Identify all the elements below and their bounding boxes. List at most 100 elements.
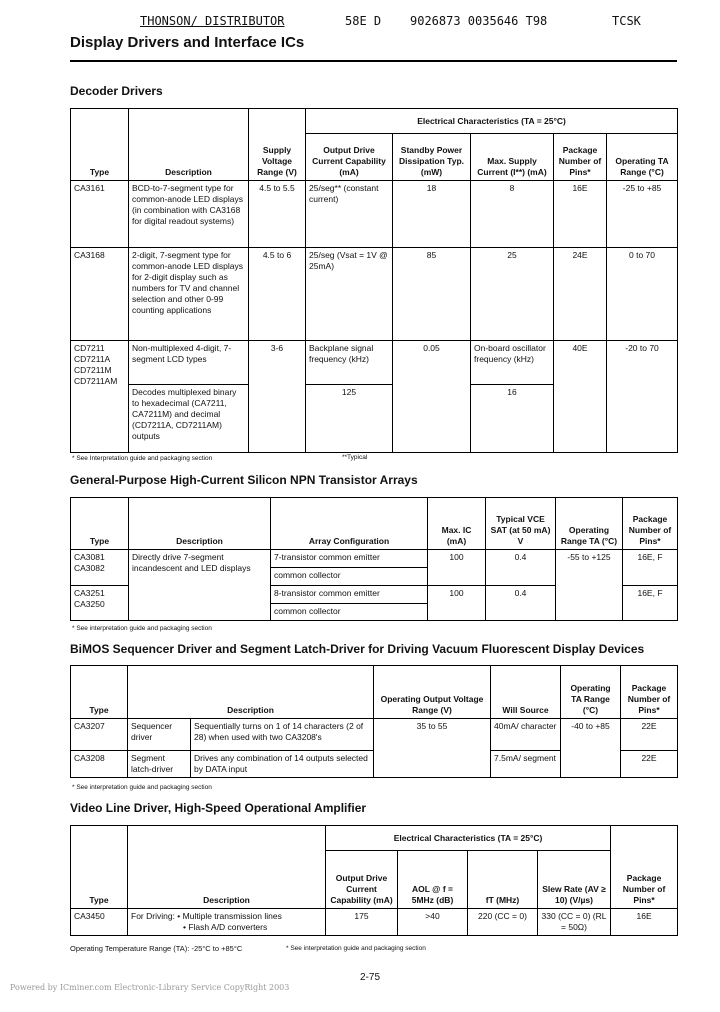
cell: 0.4 bbox=[485, 585, 556, 621]
th: AOL @ f = 5MHz (dB) bbox=[397, 850, 468, 909]
th: Electrical Characteristics (TA = 25°C) bbox=[324, 825, 612, 851]
cell: 22E bbox=[620, 718, 679, 751]
cell: Decodes multiplexed binary to hexadecima… bbox=[128, 384, 249, 453]
cell: 220 (CC = 0) bbox=[467, 908, 538, 936]
cell: 8 bbox=[470, 180, 554, 248]
cell: common collector bbox=[270, 603, 428, 621]
th: Description bbox=[127, 825, 326, 909]
th: Description bbox=[126, 665, 375, 719]
tag: TCSK bbox=[612, 14, 641, 28]
cell: 35 to 55 bbox=[373, 718, 492, 778]
cell: 100 bbox=[427, 549, 486, 586]
section-title: Video Line Driver, High-Speed Operationa… bbox=[70, 801, 367, 815]
bullet: Flash A/D converters bbox=[188, 922, 268, 932]
title: Display Drivers and Interface ICs bbox=[70, 34, 305, 51]
cell: 0.05 bbox=[392, 340, 471, 453]
type: CA3250 bbox=[74, 599, 105, 609]
cell: 8-transistor common emitter bbox=[270, 585, 428, 604]
cell: CA3161 bbox=[70, 180, 129, 248]
th: Slew Rate (AV ≥ 10) (V/µs) bbox=[536, 850, 612, 909]
cell: -25 to +85 bbox=[605, 180, 679, 248]
section-title: General-Purpose High-Current Silicon NPN… bbox=[70, 473, 418, 487]
decoder-table: Type Description Supply Voltage Range (V) E… bbox=[70, 108, 679, 453]
cell: 16 bbox=[470, 384, 554, 453]
cell: >40 bbox=[397, 908, 468, 936]
th: Operating TA Range (°C) bbox=[605, 133, 679, 181]
footnote: * See interpretation guide and packaging… bbox=[286, 945, 426, 952]
cell: 7-transistor common emitter bbox=[270, 549, 428, 568]
cell: 25/seg** (constant current) bbox=[305, 180, 393, 248]
bullet-line: • Flash A/D converters bbox=[183, 922, 268, 932]
bimos-table: Type Description Operating Output Voltage … bbox=[70, 665, 679, 778]
th: Typical VCE SAT (at 50 mA) V bbox=[485, 497, 556, 550]
cell: 22E bbox=[620, 750, 679, 778]
cell: 25/seg (Vsat = 1V @ 25mA) bbox=[305, 247, 393, 341]
cell: 175 bbox=[325, 908, 398, 936]
footnote: * See interpretation guide and packaging… bbox=[72, 784, 212, 791]
cell: Backplane signal frequency (kHz) bbox=[305, 340, 393, 385]
th: Package Number of Pins* bbox=[622, 497, 678, 550]
cell: -55 to +125 bbox=[555, 549, 623, 621]
cell: 4.5 to 5.5 bbox=[248, 180, 306, 248]
th: Package Number of Pins* bbox=[553, 133, 607, 181]
th: Will Source bbox=[490, 665, 562, 719]
cell: 4.5 to 6 bbox=[248, 247, 306, 341]
cell: 40E bbox=[553, 340, 607, 453]
cell: CA3168 bbox=[70, 247, 129, 341]
cell: Non-multiplexed 4-digit, 7-segment LCD t… bbox=[128, 340, 249, 385]
cell: CA3207 bbox=[70, 718, 128, 751]
cell: Sequentially turns on 1 of 14 characters… bbox=[189, 718, 375, 751]
th: Package Number of Pins* bbox=[610, 825, 679, 909]
type: CD7211M bbox=[74, 365, 112, 375]
th: Standby Power Dissipation Typ. (mW) bbox=[392, 133, 471, 181]
cell: 2-digit, 7-segment type for common-anode… bbox=[128, 247, 249, 341]
th: Max. IC (mA) bbox=[427, 497, 486, 550]
th: Supply Voltage Range (V) bbox=[248, 108, 306, 181]
cell: 16E, F bbox=[622, 549, 678, 586]
bullet: Multiple transmission lines bbox=[182, 911, 282, 921]
distributor: THONSON/ DISTRIBUTOR bbox=[140, 14, 285, 28]
cell: CA3251 CA3250 bbox=[70, 585, 129, 621]
cell: 25 bbox=[470, 247, 554, 341]
lead: For Driving: bbox=[131, 911, 175, 921]
cell: 85 bbox=[392, 247, 471, 341]
th: fT (MHz) bbox=[467, 850, 538, 909]
th: Package Number of Pins* bbox=[620, 665, 679, 719]
cell: 330 (CC = 0) (RL = 50Ω) bbox=[536, 908, 612, 936]
cell: 7.5mA/ segment bbox=[490, 750, 562, 778]
cell: 125 bbox=[305, 384, 393, 453]
video-table: Type Description Electrical Characteristic… bbox=[70, 825, 679, 936]
type: CA3251 bbox=[74, 588, 105, 598]
cell: 0.4 bbox=[485, 549, 556, 586]
type: CD7211 bbox=[74, 343, 105, 353]
cell: -40 to +85 bbox=[560, 718, 622, 778]
th: Description bbox=[128, 497, 271, 550]
th: Electrical Characteristics (TA = 25°C) bbox=[304, 108, 679, 134]
cell: 16E bbox=[553, 180, 607, 248]
cell: 100 bbox=[427, 585, 486, 621]
cell: common collector bbox=[270, 567, 428, 586]
cell: Segment latch-driver bbox=[127, 750, 191, 778]
cell: CA3450 bbox=[70, 908, 128, 936]
th: Output Drive Current Capability (mA) bbox=[325, 850, 398, 909]
cell: 16E bbox=[610, 908, 679, 936]
footnote: **Typical bbox=[342, 454, 368, 461]
th: Operating TA Range (°C) bbox=[560, 665, 622, 719]
cell: On-board oscillator frequency (kHz) bbox=[470, 340, 554, 385]
code: 58E D bbox=[345, 14, 382, 28]
th: Array Configuration bbox=[270, 497, 428, 550]
type: CA3081 bbox=[74, 552, 105, 562]
th: Type bbox=[70, 825, 128, 909]
type: CD7211A bbox=[74, 354, 111, 364]
arrays-table: Type Description Array Configuration Max. I… bbox=[70, 497, 678, 621]
footnote: * See Interpretation guide and packaging… bbox=[72, 455, 213, 462]
type: CD7211AM bbox=[74, 376, 118, 386]
footer: Powered by ICminer.com Electronic-Librar… bbox=[10, 983, 290, 992]
th: Output Drive Current Capability (mA) bbox=[305, 133, 393, 181]
cell: 24E bbox=[553, 247, 607, 341]
barcode: 9026873 0035646 T98 bbox=[410, 14, 548, 28]
section-title: Decoder Drivers bbox=[70, 84, 163, 98]
th: Type bbox=[70, 665, 128, 719]
th: Operating Range TA (°C) bbox=[555, 497, 623, 550]
th: Max. Supply Current (I**) (mA) bbox=[470, 133, 554, 181]
